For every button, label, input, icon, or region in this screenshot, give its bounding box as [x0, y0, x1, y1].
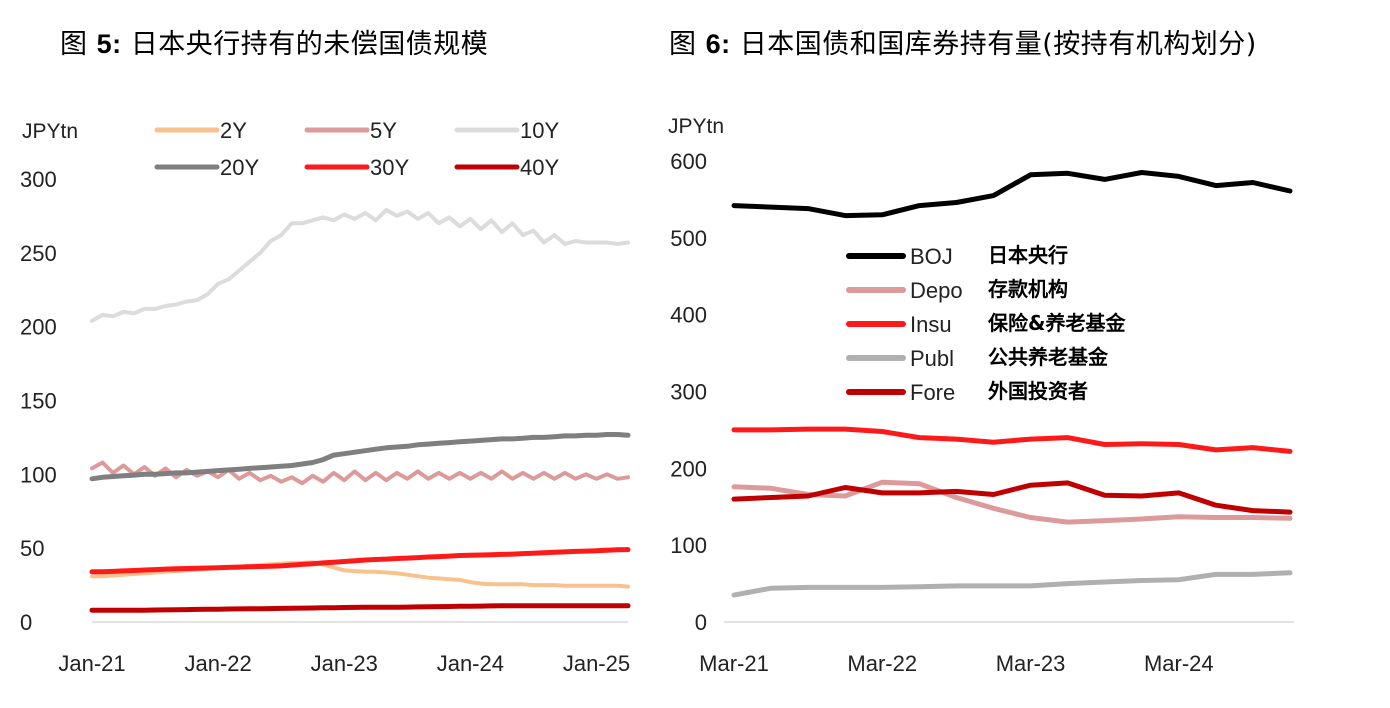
- y-tick-label: 400: [670, 303, 707, 328]
- legend-label-publ: Publ: [910, 346, 954, 371]
- legend-label-cn-depo: 存款机构: [988, 277, 1068, 301]
- y-tick-label: 250: [20, 241, 57, 266]
- y-tick-label: 200: [670, 456, 707, 481]
- x-tick-label: Mar-24: [1144, 651, 1214, 676]
- legend-label-cn-fore: 外国投资者: [988, 379, 1088, 403]
- y-tick-label: 150: [20, 389, 57, 414]
- legend-label-insu: Insu: [910, 312, 952, 337]
- jgb-holdings-by-maturity-chart: JPYtn 300 250 200 150 100 50 0 Jan-21 Jan-22 Jan-2…: [20, 118, 631, 676]
- x-tick-label: Jan-23: [311, 651, 378, 676]
- x-tick-label: Mar-22: [847, 651, 917, 676]
- x-tick-label: Jan-25: [563, 651, 630, 676]
- legend-label-depo: Depo: [910, 278, 963, 303]
- right-chart-title: 图 6: 日本国债和国库券持有量(按持有机构划分): [669, 22, 1257, 61]
- series-line-10y: [90, 208, 630, 323]
- series-line-fore: [731, 480, 1293, 515]
- left-title-prefix: 图: [60, 29, 97, 60]
- series-line-publ: [731, 570, 1293, 598]
- x-tick-label: Mar-23: [996, 651, 1066, 676]
- legend-label-cn-boj: 日本央行: [988, 243, 1068, 267]
- y-tick-label: 500: [670, 226, 707, 251]
- legend-label-20y: 20Y: [220, 155, 259, 180]
- x-tick-label: Jan-24: [437, 651, 504, 676]
- y-axis-unit-label: JPYtn: [668, 115, 724, 138]
- legend-label-cn-insu: 保险&养老基金: [987, 311, 1126, 335]
- x-tick-label: Mar-21: [699, 651, 769, 676]
- y-tick-label: 600: [670, 149, 707, 174]
- y-axis-unit-label: JPYtn: [22, 120, 78, 143]
- y-tick-label: 0: [695, 610, 707, 635]
- legend-label-2y: 2Y: [220, 118, 247, 143]
- left-chart-title: 图 5: 日本央行持有的未偿国债规模: [60, 22, 488, 61]
- legend-label-30y: 30Y: [370, 155, 409, 180]
- series-line-insu: [731, 426, 1293, 454]
- legend-label-10y: 10Y: [520, 118, 559, 143]
- y-tick-label: 200: [20, 315, 57, 340]
- legend-label-cn-publ: 公共养老基金: [988, 345, 1109, 369]
- y-tick-label: 300: [20, 167, 57, 192]
- y-tick-label: 300: [670, 380, 707, 405]
- legend-label-40y: 40Y: [520, 155, 559, 180]
- left-title-number: 5:: [96, 29, 122, 59]
- series-line-40y: [89, 603, 631, 613]
- series-line-30y: [89, 547, 631, 575]
- y-tick-label: 50: [20, 536, 44, 561]
- series-line-20y: [89, 432, 631, 482]
- y-tick-label: 100: [670, 533, 707, 558]
- x-tick-label: Jan-21: [58, 651, 125, 676]
- legend-label-boj: BOJ: [910, 244, 953, 269]
- series-line-depo: [731, 479, 1293, 525]
- y-tick-label: 0: [20, 610, 32, 635]
- legend-label-5y: 5Y: [370, 118, 397, 143]
- series-line-boj: [731, 170, 1293, 219]
- right-title-number: 6:: [705, 29, 731, 59]
- left-title-text: 日本央行持有的未偿国债规模: [121, 29, 489, 60]
- legend-label-fore: Fore: [910, 380, 955, 405]
- x-tick-label: Jan-22: [184, 651, 251, 676]
- y-tick-label: 100: [20, 462, 57, 487]
- right-title-text: 日本国债和国库券持有量(按持有机构划分): [730, 29, 1257, 60]
- right-title-prefix: 图: [669, 29, 706, 60]
